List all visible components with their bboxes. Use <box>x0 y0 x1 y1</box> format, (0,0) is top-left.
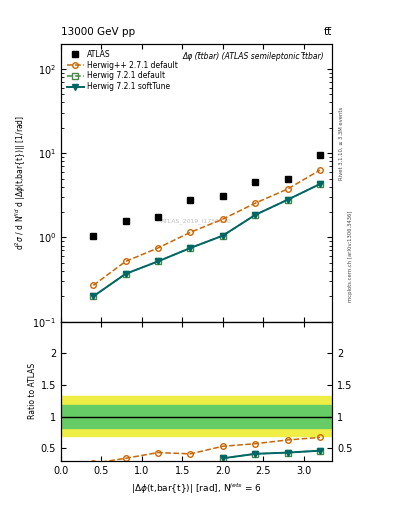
ATLAS <box>285 176 290 182</box>
ATLAS <box>220 193 225 199</box>
Y-axis label: Ratio to ATLAS: Ratio to ATLAS <box>28 363 37 419</box>
Herwig++ 2.7.1 default <box>253 200 257 206</box>
Herwig 7.2.1 softTune <box>91 293 95 300</box>
Y-axis label: d$^{2}\sigma$ / d N$^{fid}$ d |$\Delta\phi$(t,bar{t})|| [1/rad]: d$^{2}\sigma$ / d N$^{fid}$ d |$\Delta\p… <box>14 115 28 250</box>
Herwig 7.2.1 softTune <box>123 271 128 277</box>
Legend: ATLAS, Herwig++ 2.7.1 default, Herwig 7.2.1 default, Herwig 7.2.1 softTune: ATLAS, Herwig++ 2.7.1 default, Herwig 7.… <box>65 47 180 94</box>
Line: Herwig 7.2.1 default: Herwig 7.2.1 default <box>90 181 323 299</box>
Herwig 7.2.1 default <box>318 181 322 187</box>
Herwig 7.2.1 softTune <box>253 212 257 218</box>
Line: Herwig++ 2.7.1 default: Herwig++ 2.7.1 default <box>90 167 323 288</box>
ATLAS <box>156 214 160 220</box>
ATLAS <box>318 152 322 158</box>
Herwig 7.2.1 default <box>285 197 290 203</box>
Text: 13000 GeV pp: 13000 GeV pp <box>61 27 135 37</box>
Line: ATLAS: ATLAS <box>90 152 323 239</box>
Text: Rivet 3.1.10, ≥ 3.3M events: Rivet 3.1.10, ≥ 3.3M events <box>339 106 344 180</box>
Text: ATLAS_2019_I1750330: ATLAS_2019_I1750330 <box>161 219 232 224</box>
Herwig++ 2.7.1 default <box>156 245 160 251</box>
Herwig 7.2.1 default <box>253 212 257 218</box>
Herwig++ 2.7.1 default <box>220 216 225 222</box>
Text: mcplots.cern.ch [arXiv:1306.3436]: mcplots.cern.ch [arXiv:1306.3436] <box>348 210 353 302</box>
Herwig 7.2.1 default <box>220 232 225 239</box>
Herwig 7.2.1 default <box>156 258 160 264</box>
Herwig 7.2.1 softTune <box>220 232 225 239</box>
X-axis label: |$\Delta\phi$(t,bar{t})| [rad], N$^{jets}$ = 6: |$\Delta\phi$(t,bar{t})| [rad], N$^{jets… <box>131 481 262 496</box>
Herwig 7.2.1 softTune <box>318 181 322 187</box>
Text: tt̅: tt̅ <box>324 27 332 37</box>
Herwig 7.2.1 default <box>188 245 193 251</box>
Herwig++ 2.7.1 default <box>285 186 290 192</box>
Herwig++ 2.7.1 default <box>123 258 128 264</box>
ATLAS <box>253 179 257 185</box>
ATLAS <box>123 218 128 224</box>
Herwig++ 2.7.1 default <box>188 229 193 236</box>
ATLAS <box>188 197 193 203</box>
Herwig++ 2.7.1 default <box>91 282 95 288</box>
Herwig 7.2.1 default <box>91 293 95 300</box>
ATLAS <box>91 232 95 239</box>
Herwig 7.2.1 softTune <box>285 197 290 203</box>
Herwig 7.2.1 softTune <box>188 245 193 251</box>
Herwig++ 2.7.1 default <box>318 167 322 173</box>
Line: Herwig 7.2.1 softTune: Herwig 7.2.1 softTune <box>90 181 323 299</box>
Text: Δφ (t̅tbar) (ATLAS semileptonic t̅tbar): Δφ (t̅tbar) (ATLAS semileptonic t̅tbar) <box>182 52 324 61</box>
Herwig 7.2.1 softTune <box>156 258 160 264</box>
Herwig 7.2.1 default <box>123 271 128 277</box>
